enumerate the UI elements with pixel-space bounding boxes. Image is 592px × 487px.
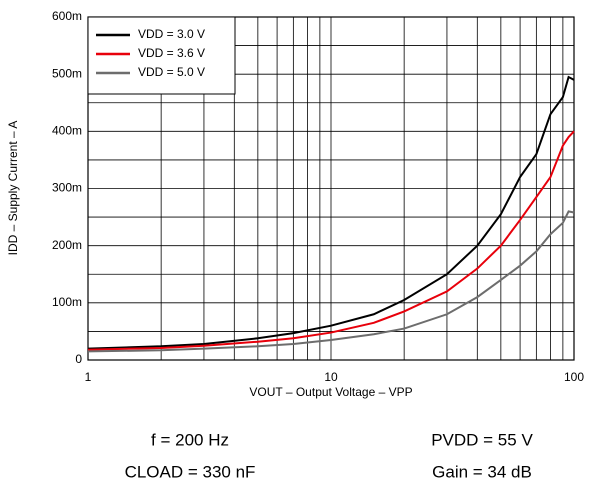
y-tick-label: 500m xyxy=(52,66,82,80)
annotation: CLOAD = 330 nF xyxy=(125,462,256,481)
x-tick-label: 1 xyxy=(85,370,92,384)
series-line xyxy=(87,210,575,353)
y-tick-label: 300m xyxy=(52,181,82,195)
legend-label: VDD = 3.6 V xyxy=(138,46,205,60)
plot-frame xyxy=(87,16,575,361)
y-tick-label: 400m xyxy=(52,124,82,138)
y-tick-label: 100m xyxy=(52,295,82,309)
y-tick-label: 600m xyxy=(52,9,82,23)
y-axis-label: IDD – Supply Current – A xyxy=(6,121,20,256)
series-line xyxy=(87,75,575,350)
annotation: f = 200 Hz xyxy=(151,430,229,449)
y-tick-label: 0 xyxy=(75,352,82,366)
x-tick-label: 10 xyxy=(324,370,338,384)
legend-box xyxy=(87,16,236,95)
legend-label: VDD = 5.0 V xyxy=(138,65,205,79)
series-line xyxy=(87,130,575,351)
x-tick-label: 100 xyxy=(564,370,584,384)
x-axis-label: VOUT – Output Voltage – VPP xyxy=(249,385,412,399)
annotation: PVDD = 55 V xyxy=(431,430,533,449)
legend-label: VDD = 3.0 V xyxy=(138,27,205,41)
y-tick-label: 200m xyxy=(52,238,82,252)
annotation: Gain = 34 dB xyxy=(432,462,532,481)
